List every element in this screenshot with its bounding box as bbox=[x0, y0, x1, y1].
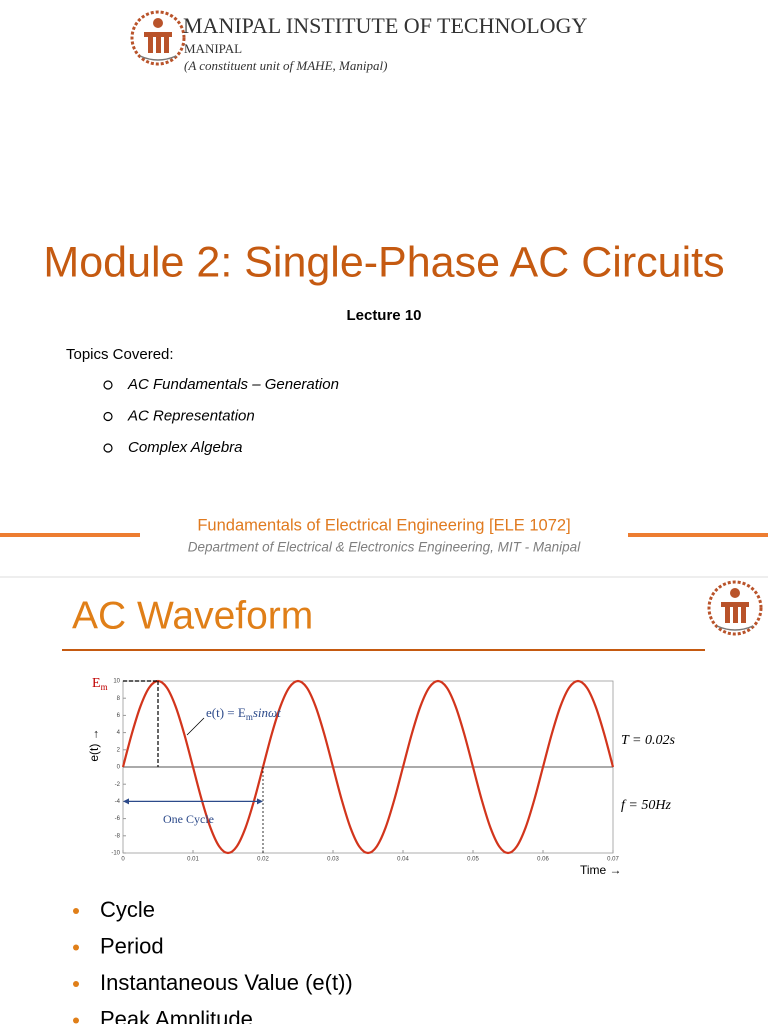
y-tick-label: -4 bbox=[115, 799, 121, 805]
x-tick-label: 0.06 bbox=[537, 857, 549, 863]
y-tick-label: 4 bbox=[117, 730, 121, 736]
peak-label-sub: m bbox=[101, 682, 108, 692]
bullet: Instantaneous Value (e(t)) bbox=[100, 970, 353, 995]
x-tick-label: 0.01 bbox=[187, 857, 199, 863]
topic: AC Fundamentals – Generation bbox=[127, 376, 339, 393]
frequency: f = 50Hz bbox=[621, 798, 671, 813]
period: T = 0.02s bbox=[621, 733, 675, 748]
bullet-dot bbox=[73, 908, 79, 914]
institute: MANIPAL INSTITUTE OF TECHNOLOGY bbox=[183, 13, 587, 38]
x-tick-label: 0.02 bbox=[257, 857, 269, 863]
peak-label: Em bbox=[92, 676, 108, 692]
bullet-dot bbox=[73, 944, 79, 951]
topic-marker bbox=[103, 443, 113, 453]
waveform bbox=[121, 679, 615, 855]
x-tick-label: 0.05 bbox=[467, 857, 479, 863]
peak-label-base: E bbox=[92, 676, 101, 691]
y-tick-label: -6 bbox=[115, 816, 121, 822]
y-tick-label: -2 bbox=[115, 782, 121, 788]
x-axis-label: Time → bbox=[580, 863, 622, 877]
y-tick-label: 10 bbox=[113, 679, 120, 685]
equation-rhs: sinωt bbox=[253, 705, 281, 720]
constituent: (A constituent unit of MAHE, Manipal) bbox=[184, 58, 387, 73]
slide-title: AC Waveform bbox=[72, 594, 313, 637]
x-tick-label: 0.03 bbox=[327, 857, 339, 863]
y-tick-label: 2 bbox=[117, 747, 121, 753]
bullet-dot bbox=[73, 981, 79, 987]
x-tick-label: 0.07 bbox=[607, 857, 619, 863]
equation-lhs: e(t) = E bbox=[206, 705, 246, 720]
bullet: Peak Amplitude bbox=[100, 1006, 253, 1024]
topic-marker bbox=[103, 380, 113, 390]
y-tick-label: 6 bbox=[117, 713, 121, 719]
y-tick-label: 8 bbox=[117, 696, 121, 702]
y-tick-label: 0 bbox=[117, 765, 121, 771]
y-tick-label: -8 bbox=[115, 833, 121, 839]
slide-title: Module 2: Single-Phase AC Circuits bbox=[43, 238, 724, 286]
bullet-dot bbox=[73, 1017, 79, 1024]
logo bbox=[707, 580, 763, 636]
equation: e(t) = Emsinωt bbox=[206, 705, 281, 722]
topic: AC Representation bbox=[127, 407, 255, 424]
logo bbox=[130, 10, 186, 66]
bullet: Cycle bbox=[100, 897, 155, 922]
equation-pointer bbox=[186, 717, 205, 736]
x-tick-label: 0 bbox=[121, 857, 125, 863]
slide-2: AC Waveform -10 -8 -6 -4 -2 0 2 4 6 8 10 0 0.01 0.02 0… bbox=[62, 580, 763, 1024]
topic-marker bbox=[103, 411, 113, 422]
bullet: Period bbox=[100, 933, 164, 958]
y-axis-label: e(t) → bbox=[87, 728, 101, 761]
x-tick-label: 0.04 bbox=[397, 857, 409, 863]
department: Department of Electrical & Electronics E… bbox=[188, 540, 581, 555]
course: Fundamentals of Electrical Engineering [… bbox=[197, 516, 570, 534]
topics-heading: Topics Covered: bbox=[66, 346, 174, 363]
y-tick-label: -10 bbox=[111, 851, 120, 857]
place: MANIPAL bbox=[184, 41, 242, 56]
cycle-label: One Cycle bbox=[163, 812, 214, 826]
equation-sub: m bbox=[246, 712, 253, 722]
topic: Complex Algebra bbox=[128, 439, 243, 456]
lecture: Lecture 10 bbox=[346, 307, 421, 324]
slide-1: MANIPAL INSTITUTE OF TECHNOLOGY MANIPAL … bbox=[0, 10, 768, 555]
